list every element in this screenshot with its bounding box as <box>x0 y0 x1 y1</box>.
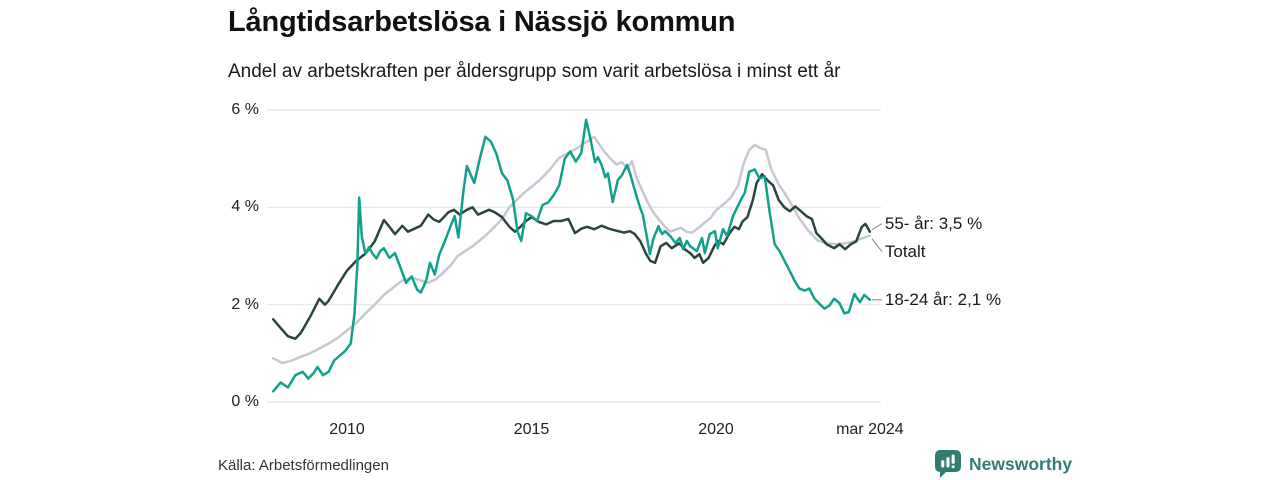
newsworthy-icon <box>935 450 961 478</box>
y-tick-label: 2 % <box>231 295 259 313</box>
annotation-connector <box>871 223 883 231</box>
y-tick-label: 6 % <box>231 100 259 118</box>
chart-subtitle: Andel av arbetskraften per åldersgrupp s… <box>228 61 841 82</box>
series-line-55-r <box>271 172 872 340</box>
source-note: Källa: Arbetsförmedlingen <box>218 457 389 474</box>
series-label-totalt: Totalt <box>884 241 926 261</box>
page-title: Långtidsarbetslösa i Nässjö kommun <box>228 6 736 38</box>
brand-name: Newsworthy <box>969 453 1073 474</box>
x-tick-label: mar 2024 <box>836 421 904 438</box>
x-tick-label: 2020 <box>698 421 734 438</box>
y-tick-label: 4 % <box>231 198 259 216</box>
x-tick-label: 2010 <box>329 421 365 438</box>
series-label-18-24: 18-24 år: 2,1 % <box>884 289 1002 309</box>
x-tick-label: 2015 <box>513 421 550 438</box>
y-tick-label: 0 % <box>231 393 259 410</box>
series-label-55-plus: 55- år: 3,5 % <box>884 213 983 233</box>
series-line-18-24-r <box>271 118 872 393</box>
brand-logo: Newsworthy <box>934 449 1072 479</box>
annotation-connector <box>871 238 883 252</box>
series-line-totalt <box>271 135 872 365</box>
